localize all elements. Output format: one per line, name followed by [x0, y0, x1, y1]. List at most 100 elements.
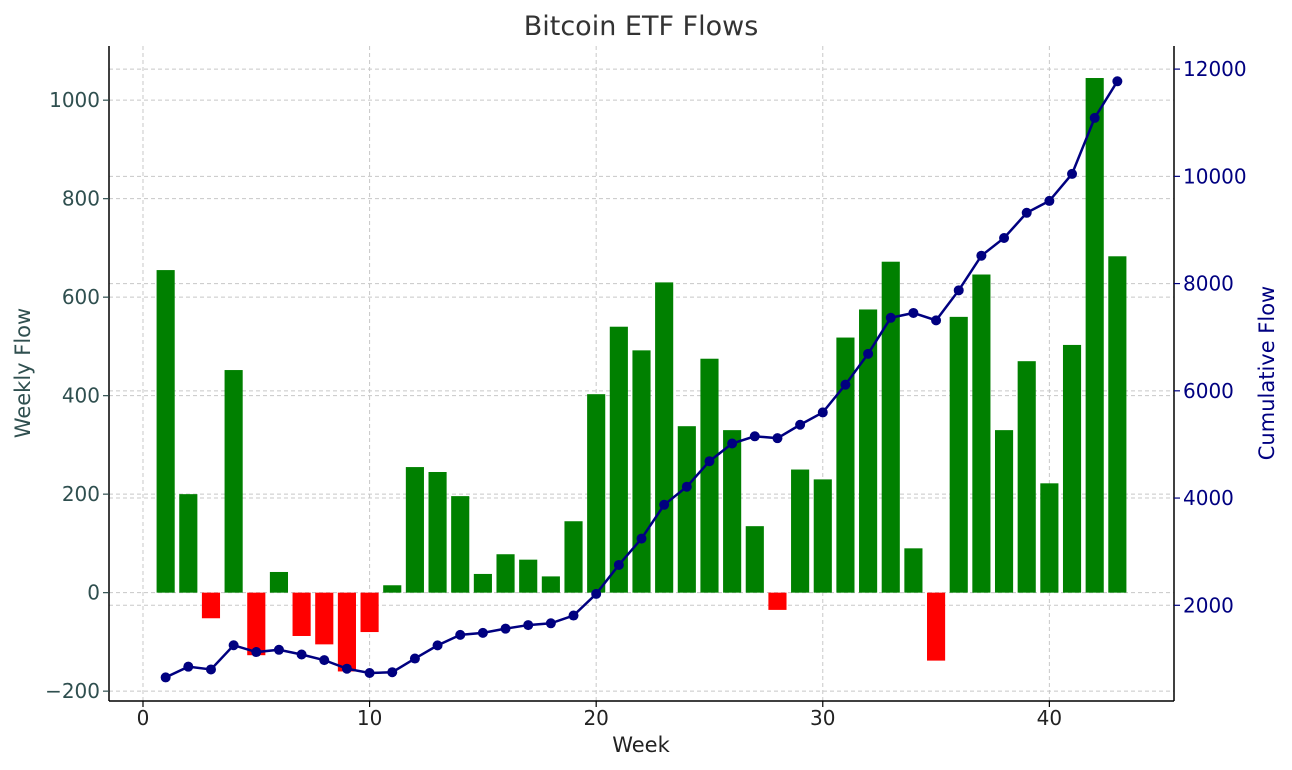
cumulative-flow-point	[908, 307, 919, 318]
weekly-flow-bar	[836, 337, 855, 593]
cumulative-flow-point	[387, 667, 398, 678]
weekly-flow-bar	[247, 592, 266, 656]
cumulative-flow-point	[591, 588, 602, 599]
weekly-flow-bar	[315, 592, 334, 645]
weekly-flow-bar	[927, 592, 946, 661]
weekly-flow-bar	[519, 559, 538, 593]
weekly-flow-bar	[360, 592, 379, 633]
weekly-flow-bar	[428, 471, 447, 593]
cumulative-flow-point	[273, 644, 284, 655]
weekly-flow-bar	[1085, 78, 1104, 593]
weekly-flow-bar	[224, 370, 243, 593]
y-left-tick-label: 200	[62, 482, 100, 506]
cumulative-flow-point	[772, 433, 783, 444]
weekly-flow-bar	[700, 358, 719, 593]
cumulative-flow-point	[613, 559, 624, 570]
y-left-tick-label: 600	[62, 285, 100, 309]
y-left-tick-label: 400	[62, 384, 100, 408]
cumulative-flow-point	[749, 431, 760, 442]
y-right-tick-label: 8000	[1183, 272, 1234, 296]
y-left-tick-label: 800	[62, 187, 100, 211]
x-tick-label: 20	[583, 706, 608, 730]
weekly-flow-bar	[745, 526, 764, 593]
y-right-tick-label: 4000	[1183, 486, 1234, 510]
cumulative-flow-point	[795, 419, 806, 430]
cumulative-flow-point	[364, 668, 375, 679]
x-tick-label: 40	[1037, 706, 1062, 730]
cumulative-flow-point	[636, 533, 647, 544]
cumulative-flow-point	[545, 618, 556, 629]
weekly-flow-bar	[949, 316, 968, 593]
y-left-tick-label: 1000	[49, 88, 100, 112]
weekly-flow-bar	[791, 469, 810, 593]
weekly-flow-bar	[1017, 361, 1036, 593]
weekly-flow-bar	[881, 261, 900, 593]
weekly-flow-bar	[632, 350, 651, 593]
weekly-flow-bar	[972, 274, 991, 593]
chart-title: Bitcoin ETF Flows	[524, 11, 759, 42]
cumulative-flow-point	[341, 663, 352, 674]
y-right-tick-label: 10000	[1183, 164, 1247, 188]
cumulative-flow-point	[817, 407, 828, 418]
cumulative-flow-point	[1089, 112, 1100, 123]
cumulative-flow-point	[863, 348, 874, 359]
cumulative-flow-point	[1021, 207, 1032, 218]
axes: 0 10 20 30 40 −200 0 200 400 600 800 1000 2000 4000 60…	[45, 46, 1247, 730]
x-tick-label: 30	[810, 706, 835, 730]
cumulative-flow-point	[953, 285, 964, 296]
x-tick-label: 0	[137, 706, 150, 730]
cumulative-flow-point	[205, 664, 216, 675]
y-right-tick-label: 6000	[1183, 379, 1234, 403]
cumulative-flow-point	[999, 233, 1010, 244]
cumulative-flow-point	[523, 620, 534, 631]
cumulative-flow-point	[681, 481, 692, 492]
weekly-flow-bar	[179, 494, 198, 593]
cumulative-flow-point	[659, 499, 670, 510]
y-axis-right-label: Cumulative Flow	[1255, 286, 1279, 460]
weekly-flow-bar	[473, 573, 492, 593]
weekly-flow-bar	[655, 282, 674, 593]
cumulative-flow-point	[704, 456, 715, 467]
y-left-tick-label: 0	[87, 581, 100, 605]
cumulative-flow-point	[228, 640, 239, 651]
weekly-flow-bar	[587, 394, 606, 593]
weekly-flow-bar	[904, 548, 923, 593]
weekly-flow-bars	[156, 78, 1127, 672]
weekly-flow-bar	[383, 585, 402, 593]
y-axis-left-label: Weekly Flow	[11, 308, 35, 438]
cumulative-flow-point	[840, 379, 851, 390]
cumulative-flow-line	[160, 76, 1123, 683]
weekly-flow-bar	[677, 426, 696, 593]
weekly-flow-bar	[496, 554, 515, 593]
cumulative-flow-point	[409, 653, 420, 664]
y-right-tick-label: 12000	[1183, 57, 1247, 81]
weekly-flow-bar	[269, 571, 289, 593]
x-tick-label: 10	[357, 706, 382, 730]
weekly-flow-bar	[768, 592, 787, 610]
cumulative-flow-point	[1044, 195, 1055, 206]
weekly-flow-bar	[201, 592, 221, 619]
weekly-flow-bar	[609, 326, 628, 593]
cumulative-flow-point	[885, 312, 896, 323]
weekly-flow-bar	[292, 592, 311, 636]
cumulative-flow-point	[477, 627, 488, 638]
weekly-flow-bar	[859, 309, 878, 593]
cumulative-flow-point	[296, 649, 307, 660]
cumulative-flow-point	[931, 315, 942, 326]
cumulative-flow-point	[976, 250, 987, 261]
cumulative-flow-point	[432, 640, 443, 651]
weekly-flow-bar	[723, 430, 742, 593]
weekly-flow-bar	[337, 592, 356, 672]
weekly-flow-bar	[813, 479, 832, 593]
y-left-tick-label: −200	[45, 679, 100, 703]
weekly-flow-bar	[405, 467, 424, 593]
cumulative-flow-point	[455, 629, 466, 640]
weekly-flow-bar	[541, 576, 560, 593]
cumulative-flow-point	[1067, 168, 1078, 179]
cumulative-flow-point	[727, 438, 738, 449]
cumulative-flow-point	[500, 623, 511, 634]
cumulative-flow-point	[568, 610, 579, 621]
x-axis-label: Week	[612, 733, 670, 757]
cumulative-flow-point	[251, 647, 262, 658]
